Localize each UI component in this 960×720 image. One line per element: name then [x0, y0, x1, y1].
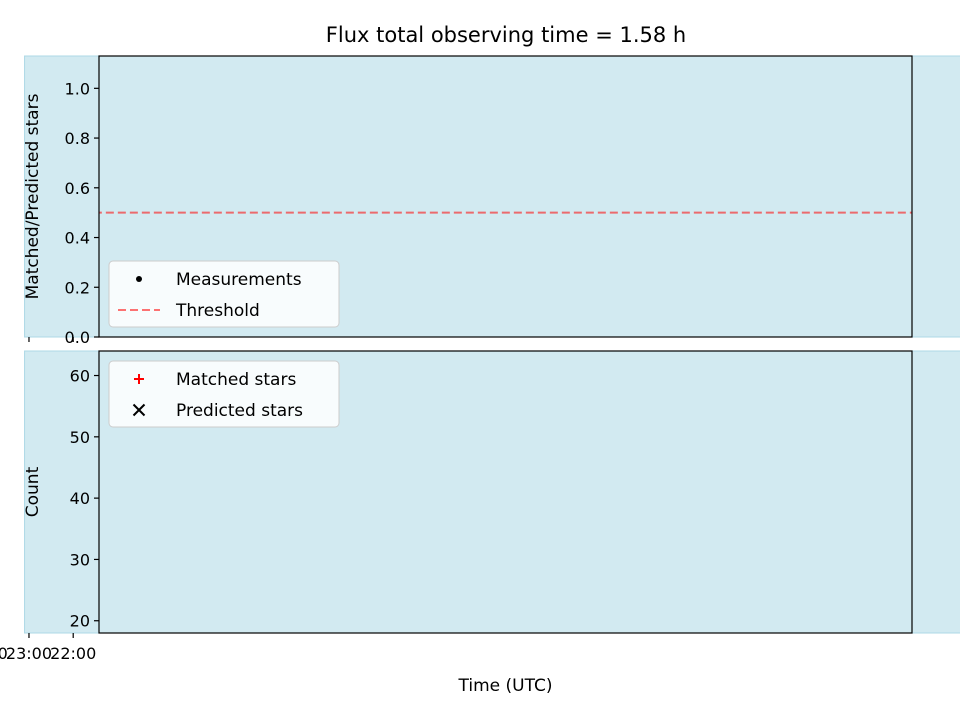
y-axis-label: Matched/Predicted stars — [23, 93, 43, 299]
chart-title: Flux total observing time = 1.58 h — [326, 23, 686, 47]
x-tick-label: 00:00 — [0, 644, 8, 663]
y-axis-label: Count — [23, 466, 43, 517]
x-axis-label: Time (UTC) — [458, 676, 553, 696]
y-tick-label: 40 — [70, 489, 90, 508]
legend-label: Measurements — [176, 270, 302, 290]
legend-label: Predicted stars — [176, 401, 303, 421]
y-tick-label: 0.0 — [65, 328, 90, 347]
marker-layer — [99, 211, 912, 214]
top-panel: 0.0 0.2 0.4 0.6 0.8 1.0 Matched/Predicted star… — [23, 55, 960, 347]
axes-frame — [98, 350, 913, 634]
y-tick-label: 1.0 — [65, 79, 90, 98]
legend-box — [108, 360, 340, 428]
y-tick-label: 20 — [70, 612, 90, 631]
x-tick-label: 23:00 — [6, 644, 52, 663]
axes-frame — [98, 55, 913, 338]
legend-matched-marker — [134, 374, 144, 384]
y-tick-label: 0.6 — [65, 179, 90, 198]
bottom-panel: 203040506022:0023:0000:0001:0002:0003:00… — [0, 350, 960, 696]
y-tick-label: 30 — [70, 550, 90, 569]
y-tick-label: 0.8 — [65, 129, 90, 148]
legend-predicted-marker — [132, 403, 146, 417]
x-tick-label: 22:00 — [50, 644, 96, 663]
y-tick-label: 0.2 — [65, 278, 90, 297]
legend-box — [108, 260, 340, 328]
y-tick-label: 60 — [70, 367, 90, 386]
legend-measurement-marker — [136, 276, 142, 282]
legend: Measurements Threshold — [108, 260, 340, 328]
y-tick-label: 0.4 — [65, 229, 90, 248]
legend-label: Threshold — [175, 301, 260, 321]
legend: Matched stars Predicted stars — [108, 360, 340, 428]
y-tick-label: 50 — [70, 428, 90, 447]
legend-label: Matched stars — [176, 370, 296, 390]
